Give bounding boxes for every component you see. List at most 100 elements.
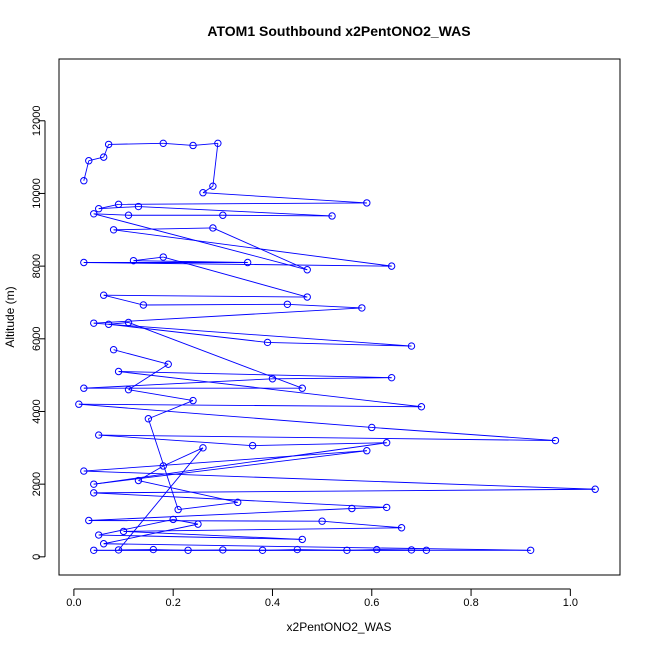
series-line-segment xyxy=(88,156,104,162)
data-point xyxy=(263,338,272,347)
data-point xyxy=(129,256,138,265)
series-line-segment xyxy=(88,508,352,521)
series-line-segment xyxy=(103,294,144,306)
data-point xyxy=(95,531,103,539)
series-line-segment xyxy=(128,389,194,402)
series-line-segment xyxy=(287,303,362,309)
data-point xyxy=(209,224,217,232)
data-point xyxy=(124,385,133,394)
data-point xyxy=(134,202,143,211)
series-line-segment xyxy=(163,256,308,298)
data-point xyxy=(382,439,391,447)
data-point xyxy=(99,291,108,299)
y-axis-label: Altitude (m) xyxy=(3,286,17,347)
data-point xyxy=(90,480,98,488)
series-line-segment xyxy=(103,294,308,298)
data-point xyxy=(114,367,123,376)
data-point xyxy=(397,524,406,532)
data-point xyxy=(95,205,103,213)
data-point xyxy=(174,505,182,514)
series-line-segment xyxy=(113,229,392,267)
data-point xyxy=(85,516,93,525)
series-line-segment xyxy=(133,256,164,262)
data-point xyxy=(328,212,336,220)
data-point xyxy=(363,447,371,455)
series-line-segment xyxy=(118,371,422,408)
data-point xyxy=(124,318,133,327)
data-point xyxy=(95,431,103,439)
series-line-segment xyxy=(262,549,298,551)
series-line-segment xyxy=(103,523,199,545)
data-point xyxy=(407,546,416,554)
plot-area-frame xyxy=(58,58,621,576)
series-line-segment xyxy=(267,341,412,347)
data-point xyxy=(368,423,376,432)
data-point xyxy=(85,157,93,165)
data-point xyxy=(109,346,118,354)
series-line-segment xyxy=(103,543,531,551)
data-point xyxy=(387,373,396,382)
series-line-segment xyxy=(163,142,194,146)
data-point xyxy=(114,200,123,209)
series-line-segment xyxy=(133,260,248,263)
data-point xyxy=(149,545,158,554)
series-line-segment xyxy=(118,371,392,379)
x-tick-label: 0.6 xyxy=(364,597,379,609)
series-line-segment xyxy=(93,450,367,485)
series-line-segment xyxy=(78,403,422,408)
series-line-segment xyxy=(123,530,303,540)
y-tick-label: 4000 xyxy=(31,399,43,423)
series-line-segment xyxy=(222,214,333,217)
data-point xyxy=(219,211,227,219)
data-point xyxy=(184,546,192,554)
data-point xyxy=(159,462,167,470)
chart-title: ATOM1 Southbound x2PentONO2_WAS xyxy=(207,23,470,39)
series-line-segment xyxy=(93,322,412,347)
data-point xyxy=(90,546,98,554)
data-point xyxy=(90,489,98,497)
series-line-segment xyxy=(297,549,347,551)
data-point xyxy=(293,545,302,554)
series-line-segment xyxy=(138,480,238,503)
series-line-segment xyxy=(83,262,392,267)
data-point xyxy=(194,520,202,528)
data-point xyxy=(80,384,88,392)
series-line-segment xyxy=(202,185,214,194)
series-line-segment xyxy=(138,465,164,481)
data-point xyxy=(258,546,267,554)
data-point xyxy=(268,375,277,383)
y-tick-label: 0 xyxy=(31,554,43,560)
data-point xyxy=(358,304,366,312)
data-point xyxy=(209,182,217,190)
data-point xyxy=(159,139,167,148)
series-line-segment xyxy=(118,202,367,205)
series-line-segment xyxy=(153,549,189,551)
x-axis: 0.0 0.2 0.4 0.6 0.8 1.0 xyxy=(66,588,578,609)
data-point xyxy=(298,384,306,392)
data-point xyxy=(80,177,88,185)
data-point xyxy=(417,403,426,411)
y-tick-label: 6000 xyxy=(31,327,43,351)
series-line-segment xyxy=(178,501,238,511)
y-tick-label: 12000 xyxy=(31,105,43,136)
series-line-segment xyxy=(98,434,253,447)
data-point xyxy=(373,545,381,554)
series-layer xyxy=(75,139,599,554)
data-point xyxy=(189,141,197,150)
series-line-segment xyxy=(123,527,402,532)
series-line-segment xyxy=(88,520,323,522)
data-point xyxy=(214,139,222,148)
data-point xyxy=(318,517,326,525)
data-point xyxy=(114,546,123,554)
data-point xyxy=(387,262,396,270)
data-point xyxy=(219,546,227,554)
data-point xyxy=(104,140,113,149)
data-point xyxy=(283,300,292,308)
data-point xyxy=(99,153,108,161)
data-point xyxy=(303,266,311,274)
data-point xyxy=(159,253,167,261)
data-point xyxy=(124,211,133,219)
data-point xyxy=(99,540,108,548)
series-line-segment xyxy=(193,142,218,146)
x-axis-label: x2PentONO2_WAS xyxy=(287,620,392,634)
